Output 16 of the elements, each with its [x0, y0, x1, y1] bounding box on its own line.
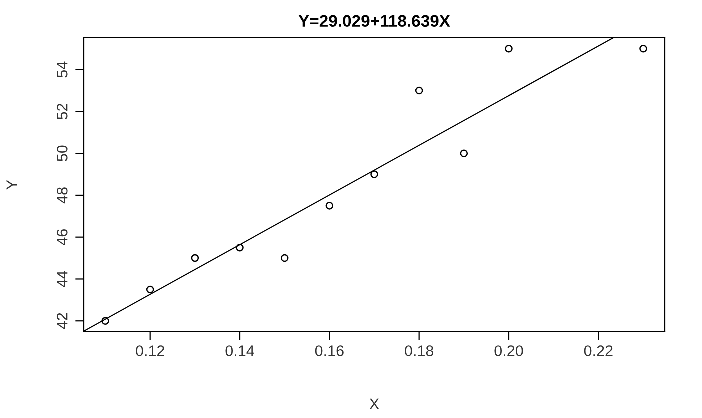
y-tick-label: 54 [57, 62, 68, 78]
x-tick-label: 0.16 [315, 346, 344, 356]
x-tick-label: 0.14 [226, 346, 254, 356]
y-tick-label: 42 [56, 313, 68, 330]
y-axis-title: Y [6, 180, 18, 190]
x-tick-label: 0.18 [405, 346, 434, 356]
y-tick-label: 46 [56, 230, 68, 246]
y-tick-label: 50 [56, 146, 68, 162]
y-tick-label: 52 [56, 104, 68, 120]
x-tick-label: 0.12 [136, 346, 164, 356]
y-tick-label: 44 [57, 271, 68, 288]
x-tick-label: 0.20 [494, 346, 524, 356]
x-axis-title: X [370, 398, 380, 410]
chart-title: Y=29.029+118.639X [298, 15, 450, 28]
x-tick-label: 0.22 [584, 346, 613, 356]
y-tick-label: 48 [56, 188, 68, 204]
